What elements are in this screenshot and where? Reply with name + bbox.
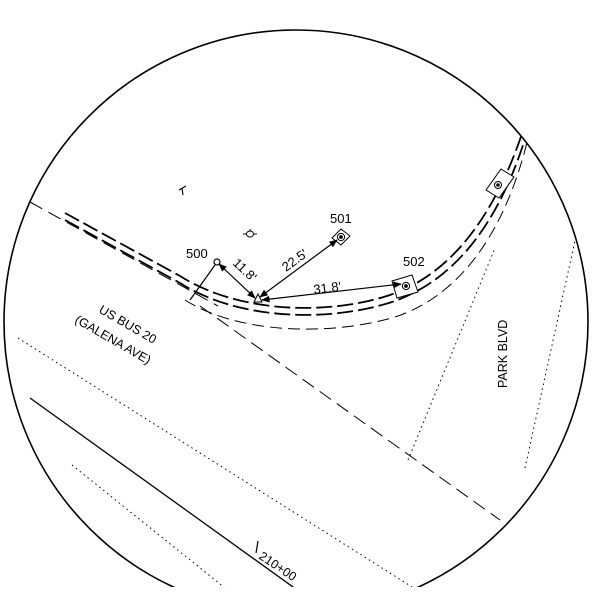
dimension-arrow-500 xyxy=(218,263,256,299)
valve-symbol xyxy=(243,229,257,238)
dotted-lot-lines xyxy=(17,217,581,592)
right-of-way-lines xyxy=(29,201,501,521)
station-label: 210+00 xyxy=(256,549,299,584)
point-label: 502 xyxy=(403,254,425,269)
point-502-marker xyxy=(391,274,419,299)
detail-circle-boundary xyxy=(3,29,589,592)
reference-point-triangle xyxy=(253,292,263,303)
point-501-marker xyxy=(331,228,351,246)
point-label: 501 xyxy=(330,211,352,226)
sign-symbol xyxy=(178,185,187,196)
highway-centerline xyxy=(29,397,301,592)
point-label: 500 xyxy=(186,246,208,261)
dimension-arrow-502 xyxy=(261,281,402,303)
point-500-marker xyxy=(189,258,221,301)
dimension-label: 31.8' xyxy=(313,279,342,297)
station-tick xyxy=(255,540,259,554)
road-label-park-blvd: PARK BLVD xyxy=(496,320,510,388)
dimension-label: 22.5' xyxy=(279,246,310,274)
curb-edge-lines xyxy=(64,107,533,316)
existing-structure-symbol xyxy=(485,168,515,199)
edge-of-pavement-line xyxy=(184,129,531,330)
dimension-label: 11.8' xyxy=(230,255,260,284)
